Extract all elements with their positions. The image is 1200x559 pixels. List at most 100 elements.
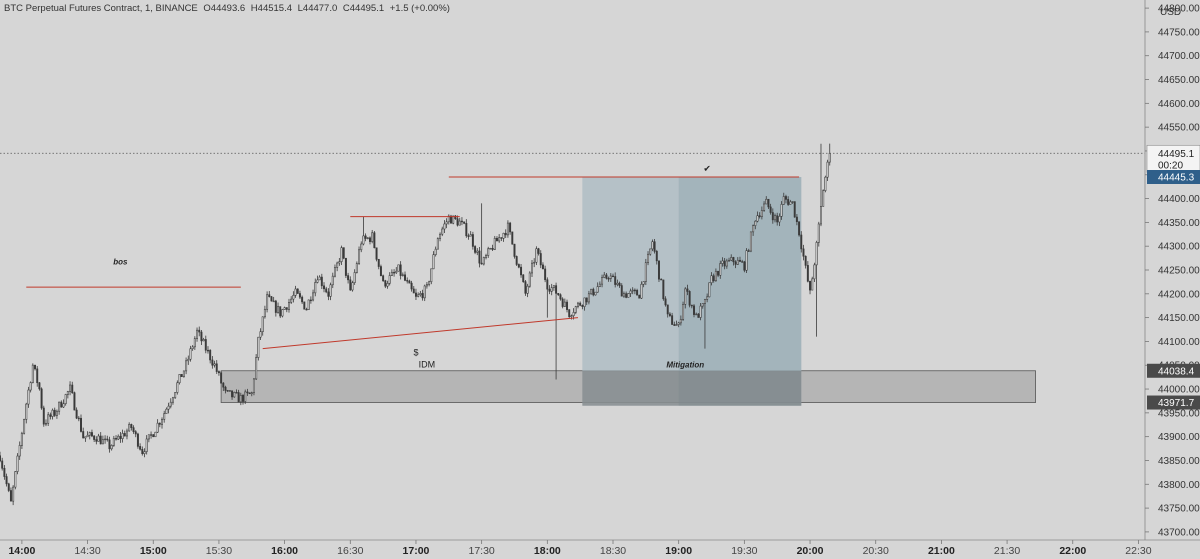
candle-body xyxy=(824,176,827,191)
candle-body xyxy=(200,331,203,342)
candle-body xyxy=(250,392,253,395)
candle-body xyxy=(636,290,639,296)
candle-body xyxy=(248,392,251,395)
candle-body xyxy=(771,212,774,221)
candle-body xyxy=(688,291,691,306)
y-tick-label: 43700.00 xyxy=(1158,527,1200,538)
y-tick-label: 43800.00 xyxy=(1158,480,1200,491)
mitigation-box[interactable] xyxy=(582,177,802,406)
candle-body xyxy=(798,221,801,236)
candle-body xyxy=(244,391,247,402)
candle-body xyxy=(609,275,612,279)
candle-body xyxy=(585,297,588,303)
x-tick-label: 18:00 xyxy=(534,545,561,557)
drawing-lines xyxy=(0,152,1145,350)
candle-body xyxy=(272,300,275,303)
candle-body xyxy=(552,285,555,288)
candle-body xyxy=(277,306,280,313)
candle-body xyxy=(703,299,706,304)
candle-body xyxy=(312,292,315,301)
currency-label: USD xyxy=(1160,7,1181,18)
candle-body xyxy=(502,232,505,239)
dollar-label: $ xyxy=(413,348,418,358)
candle-body xyxy=(69,384,72,392)
candle-body xyxy=(736,259,739,265)
candle-body xyxy=(156,422,159,433)
ohlc-change: +1.5 (+0.00%) xyxy=(389,3,450,14)
candle-body xyxy=(88,432,91,436)
idm-trend-line[interactable] xyxy=(262,317,579,350)
candle-body xyxy=(364,235,367,239)
candle-body xyxy=(388,275,391,284)
candle-body xyxy=(369,237,371,242)
y-tick-label: 43900.00 xyxy=(1158,432,1200,443)
candle-body xyxy=(712,275,715,282)
candle-body xyxy=(684,288,687,305)
candle-body xyxy=(828,152,831,163)
candle-body xyxy=(450,215,452,224)
candle-body xyxy=(633,289,636,292)
candle-body xyxy=(233,392,236,398)
x-tick-label: 14:00 xyxy=(8,545,35,557)
candle-body xyxy=(603,274,606,278)
ohlc-high: H44515.4 xyxy=(250,3,292,14)
candle-body xyxy=(436,238,439,250)
ohlc-open: O44493.6 xyxy=(203,3,246,14)
candle-body xyxy=(467,235,470,237)
candle-body xyxy=(651,241,654,250)
candle-body xyxy=(401,274,404,276)
candle-body xyxy=(666,304,669,315)
candle-body xyxy=(360,243,363,251)
candle-body xyxy=(793,201,796,218)
candle-body xyxy=(163,413,166,420)
candle-body xyxy=(143,451,146,455)
candle-body xyxy=(329,284,332,297)
candle-body xyxy=(487,248,490,256)
y-tick-label: 44200.00 xyxy=(1158,289,1200,300)
x-tick-label: 20:00 xyxy=(797,545,824,557)
candle-body xyxy=(458,220,461,226)
candle-body xyxy=(307,299,310,310)
zone-bottom-label: 43971.7 xyxy=(1158,398,1195,409)
y-tick-label: 44550.00 xyxy=(1158,123,1200,134)
candle-body xyxy=(344,257,347,276)
candle-body xyxy=(408,280,411,284)
candle-body xyxy=(117,435,120,440)
x-tick-label: 17:30 xyxy=(469,545,495,557)
candle-body xyxy=(5,476,8,485)
candle-body xyxy=(627,293,630,298)
candle-body xyxy=(119,435,122,439)
candle-body xyxy=(673,324,676,326)
candle-body xyxy=(460,220,463,223)
candle-body xyxy=(598,283,601,287)
candle-body xyxy=(511,231,514,245)
candle-body xyxy=(425,284,428,287)
candle-body xyxy=(384,280,387,287)
candle-body xyxy=(165,408,168,414)
candle-body xyxy=(82,431,85,439)
candle-body xyxy=(721,260,724,264)
candle-body xyxy=(204,339,207,351)
candle-body xyxy=(620,285,623,297)
x-tick-label: 21:30 xyxy=(994,545,1020,557)
y-tick-label: 43750.00 xyxy=(1158,504,1200,515)
candle-body xyxy=(566,301,569,310)
symbol-legend[interactable]: BTC Perpetual Futures Contract, 1, BINAN… xyxy=(4,3,453,14)
candle-body xyxy=(758,215,761,218)
candle-body xyxy=(31,364,34,383)
candle-body xyxy=(734,261,737,265)
candle-body xyxy=(145,438,148,452)
candle-body xyxy=(806,265,809,282)
candle-body xyxy=(60,401,63,408)
candle-body xyxy=(220,372,223,384)
zone-bottom-label-bg xyxy=(1147,395,1200,410)
candle-body xyxy=(178,374,181,384)
x-tick-label: 22:00 xyxy=(1059,545,1086,557)
candle-body xyxy=(423,285,426,299)
candle-body xyxy=(377,259,380,267)
candle-body xyxy=(664,298,667,306)
candle-body xyxy=(342,247,345,259)
candle-body xyxy=(16,455,19,472)
candle-body xyxy=(347,275,350,281)
